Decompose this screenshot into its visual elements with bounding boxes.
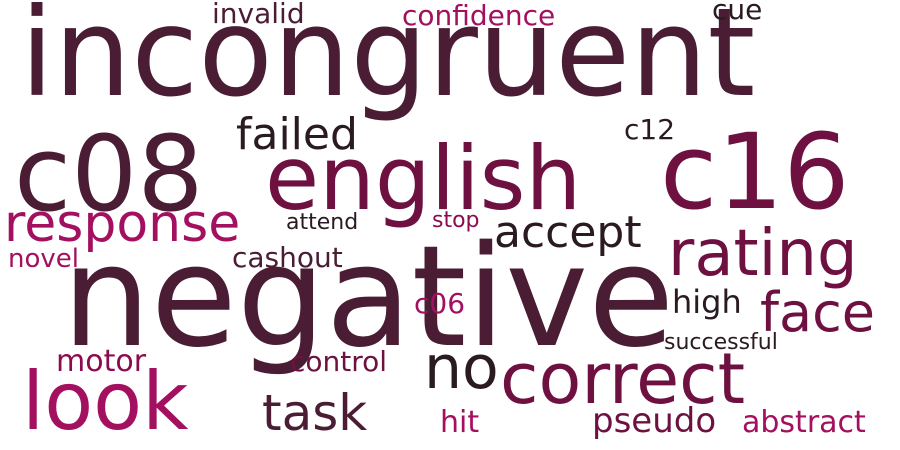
word-c12: c12 xyxy=(624,113,676,146)
word-stop: stop xyxy=(432,208,480,233)
word-c08: c08 xyxy=(14,113,204,235)
word-accept: accept xyxy=(494,207,642,258)
word-no: no xyxy=(424,333,499,403)
word-face: face xyxy=(760,281,876,344)
word-english: english xyxy=(265,127,582,230)
word-motor: motor xyxy=(56,344,147,379)
word-response: response xyxy=(4,194,241,254)
word-incongruent: incongruent xyxy=(20,0,756,124)
word-c16: c16 xyxy=(660,111,850,233)
word-rating: rating xyxy=(668,217,858,291)
word-pseudo: pseudo xyxy=(592,401,717,441)
word-high: high xyxy=(672,283,742,321)
word-attend: attend xyxy=(286,210,359,235)
word-control: control xyxy=(290,345,388,378)
word-task: task xyxy=(262,384,368,442)
word-failed: failed xyxy=(236,109,358,160)
word-negative: negative xyxy=(62,216,675,379)
word-successful: successful xyxy=(664,330,778,355)
word-hit: hit xyxy=(440,405,480,440)
word-cue: cue xyxy=(712,0,763,26)
word-look: look xyxy=(22,355,189,448)
word-abstract: abstract xyxy=(742,405,866,440)
word-novel: novel xyxy=(8,244,79,274)
word-c06: c06 xyxy=(414,287,466,320)
word-correct: correct xyxy=(500,338,746,420)
word-confidence: confidence xyxy=(402,0,556,32)
word-cashout: cashout xyxy=(232,241,343,274)
word-invalid: invalid xyxy=(212,0,305,30)
